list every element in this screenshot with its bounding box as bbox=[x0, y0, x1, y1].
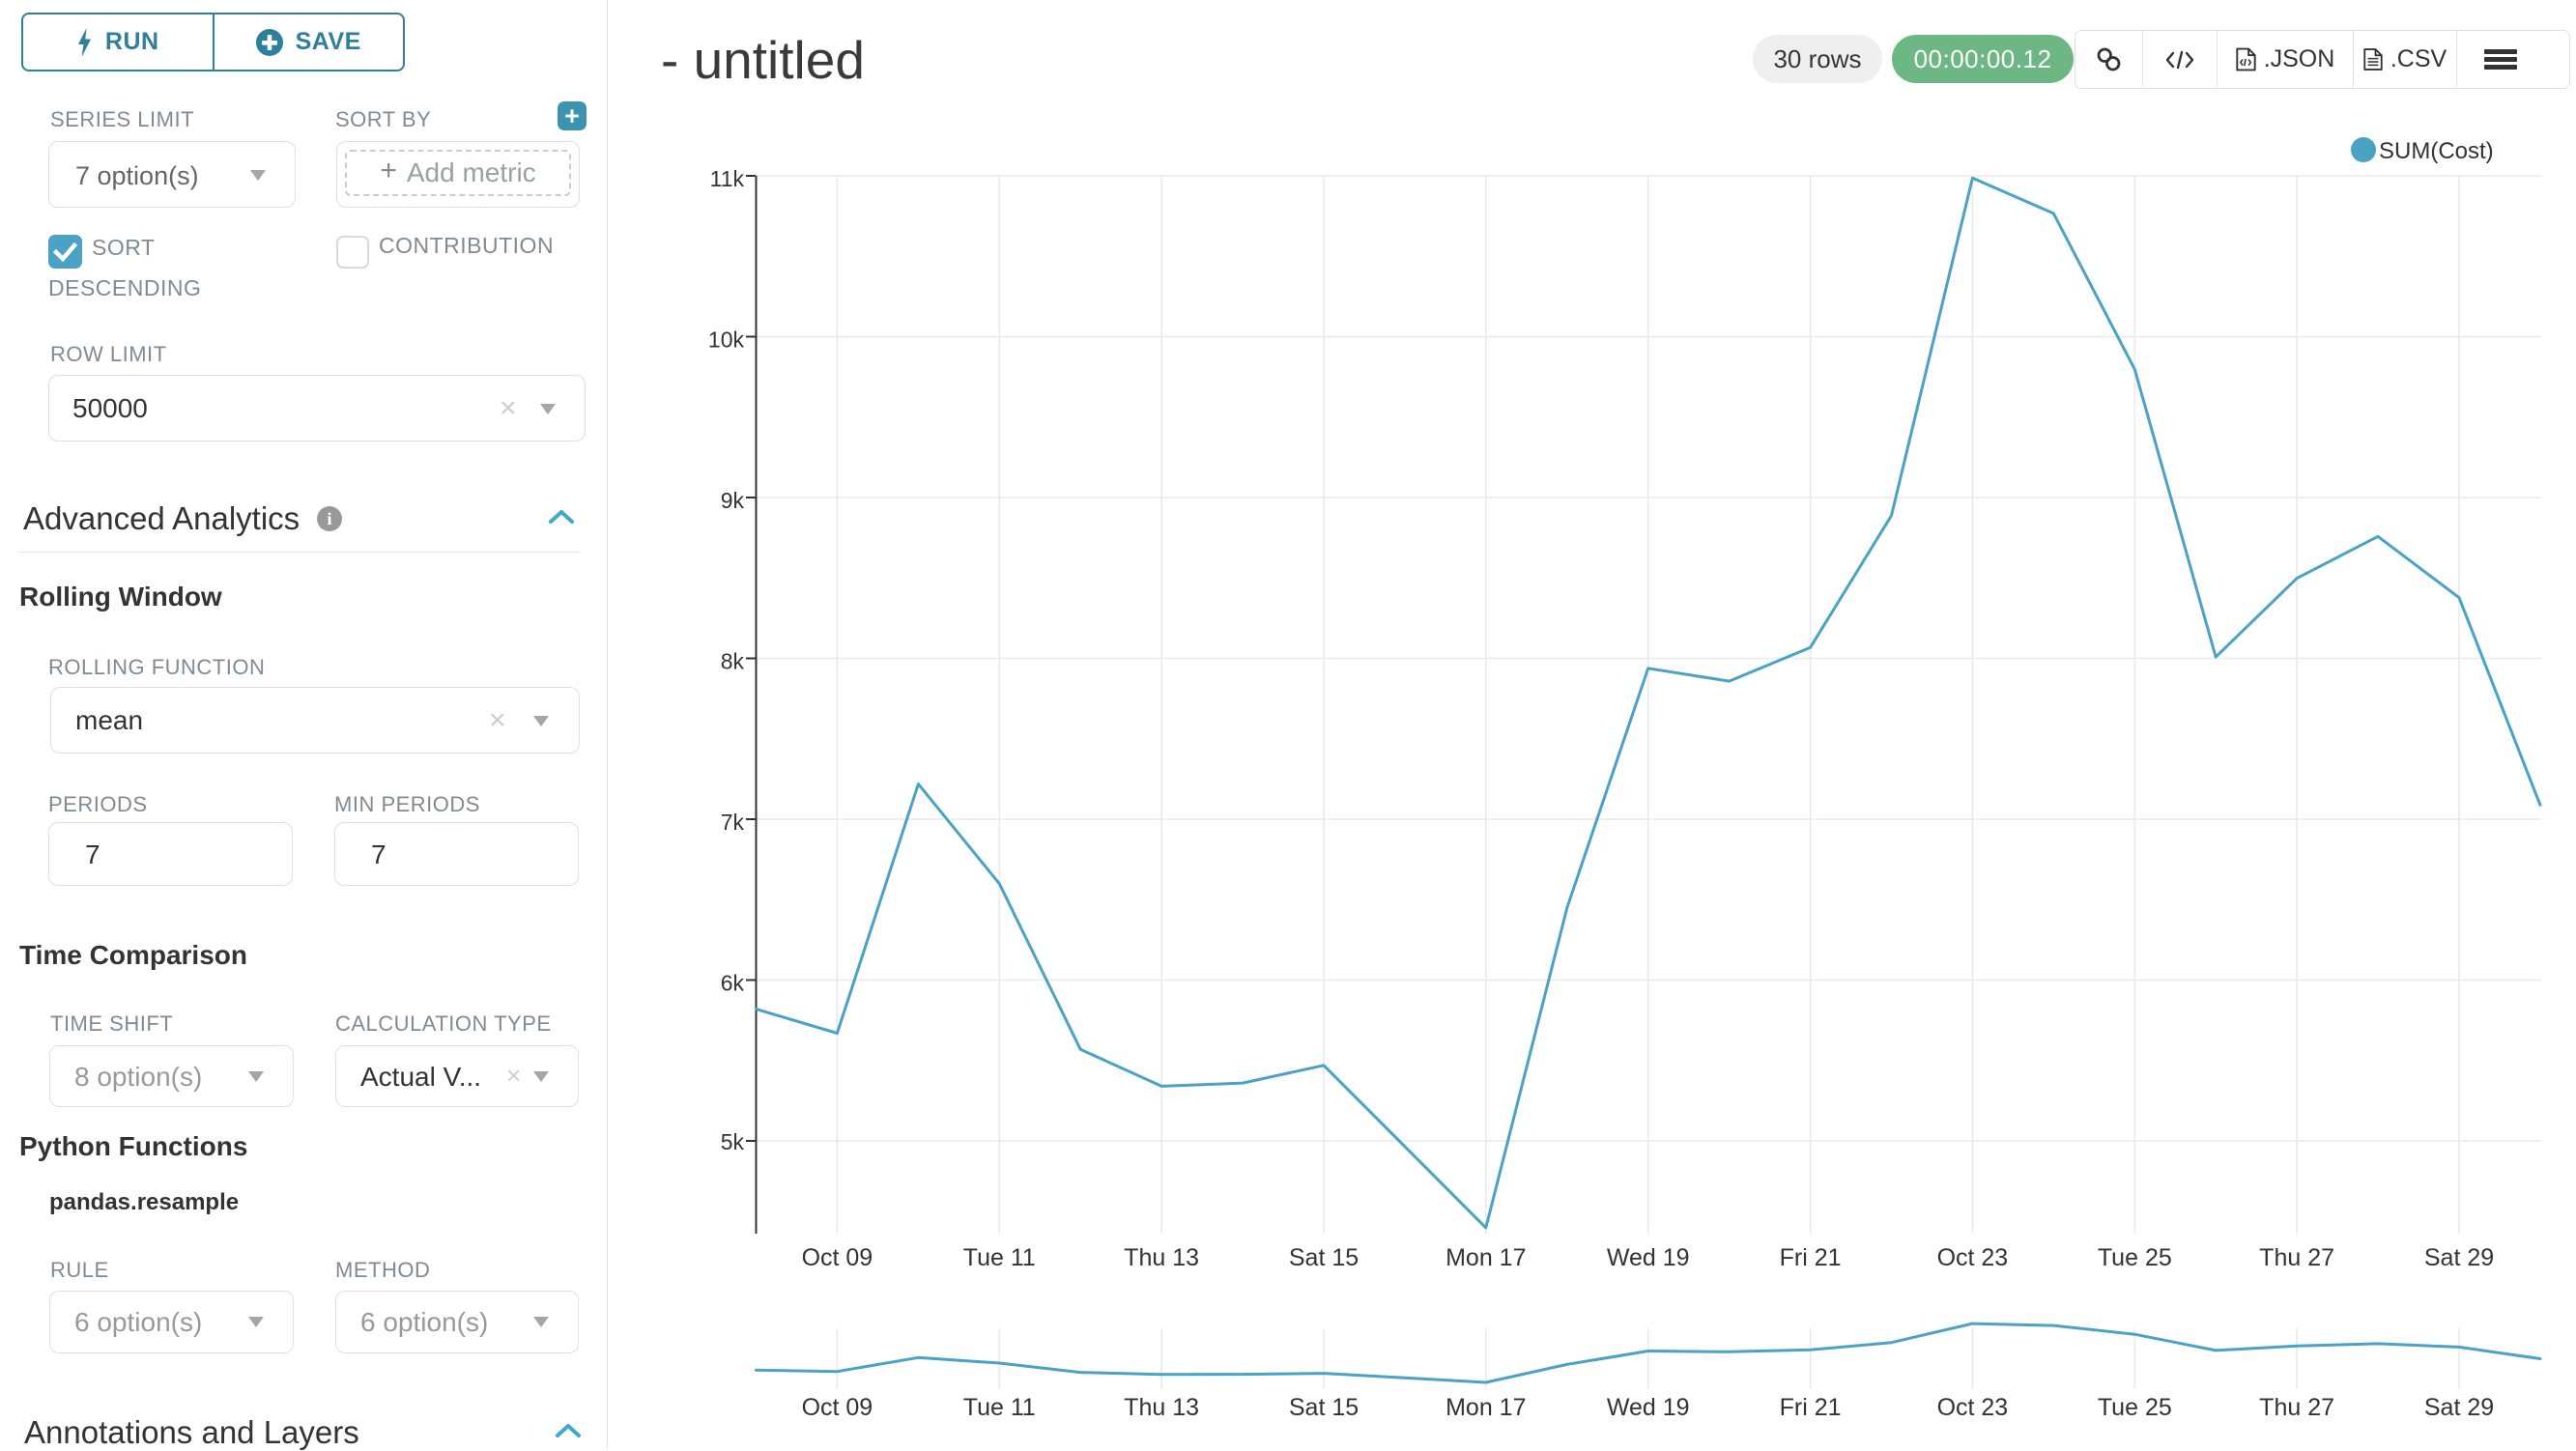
svg-text:8k: 8k bbox=[721, 649, 745, 674]
svg-text:Thu 13: Thu 13 bbox=[1124, 1394, 1199, 1421]
svg-text:Thu 27: Thu 27 bbox=[2259, 1244, 2334, 1271]
svg-text:Mon 17: Mon 17 bbox=[1445, 1244, 1526, 1271]
svg-text:Tue 11: Tue 11 bbox=[963, 1244, 1036, 1271]
svg-text:Oct 09: Oct 09 bbox=[802, 1394, 873, 1421]
svg-text:6k: 6k bbox=[721, 971, 745, 996]
svg-text:Sat 29: Sat 29 bbox=[2424, 1244, 2494, 1271]
svg-text:10k: 10k bbox=[708, 327, 745, 353]
svg-text:Tue 25: Tue 25 bbox=[2098, 1394, 2172, 1421]
svg-text:Oct 23: Oct 23 bbox=[1937, 1394, 2009, 1421]
svg-text:5k: 5k bbox=[721, 1129, 745, 1154]
svg-text:Tue 25: Tue 25 bbox=[2098, 1244, 2172, 1271]
svg-text:Sat 15: Sat 15 bbox=[1289, 1394, 1359, 1421]
svg-text:7k: 7k bbox=[721, 810, 745, 835]
svg-text:Wed 19: Wed 19 bbox=[1607, 1244, 1690, 1271]
svg-text:Sat 29: Sat 29 bbox=[2424, 1394, 2494, 1421]
svg-text:Fri 21: Fri 21 bbox=[1780, 1244, 1842, 1271]
svg-text:Oct 23: Oct 23 bbox=[1937, 1244, 2009, 1271]
svg-text:9k: 9k bbox=[721, 488, 745, 513]
svg-text:Fri 21: Fri 21 bbox=[1780, 1394, 1842, 1421]
svg-text:Tue 11: Tue 11 bbox=[963, 1394, 1036, 1421]
svg-text:Thu 27: Thu 27 bbox=[2259, 1394, 2334, 1421]
svg-text:Oct 09: Oct 09 bbox=[802, 1244, 873, 1271]
svg-text:11k: 11k bbox=[710, 166, 745, 191]
svg-text:Wed 19: Wed 19 bbox=[1607, 1394, 1690, 1421]
svg-text:Mon 17: Mon 17 bbox=[1445, 1394, 1526, 1421]
svg-text:Thu 13: Thu 13 bbox=[1124, 1244, 1199, 1271]
svg-text:Sat 15: Sat 15 bbox=[1289, 1244, 1359, 1271]
